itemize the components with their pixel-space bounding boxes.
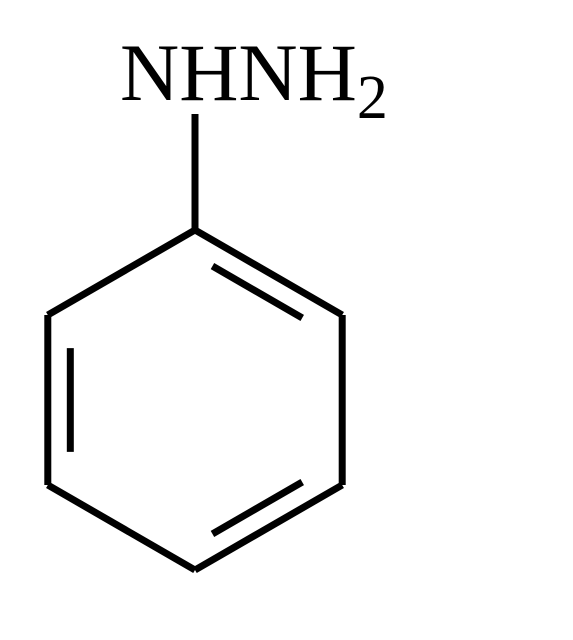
- ring-bond: [48, 485, 195, 570]
- ring-double-bond: [212, 482, 302, 534]
- molecule-diagram: NHNH2: [0, 0, 573, 640]
- ring-double-bond: [212, 266, 302, 318]
- formula-label: NHNH2: [120, 27, 388, 132]
- ring-bond: [48, 230, 195, 315]
